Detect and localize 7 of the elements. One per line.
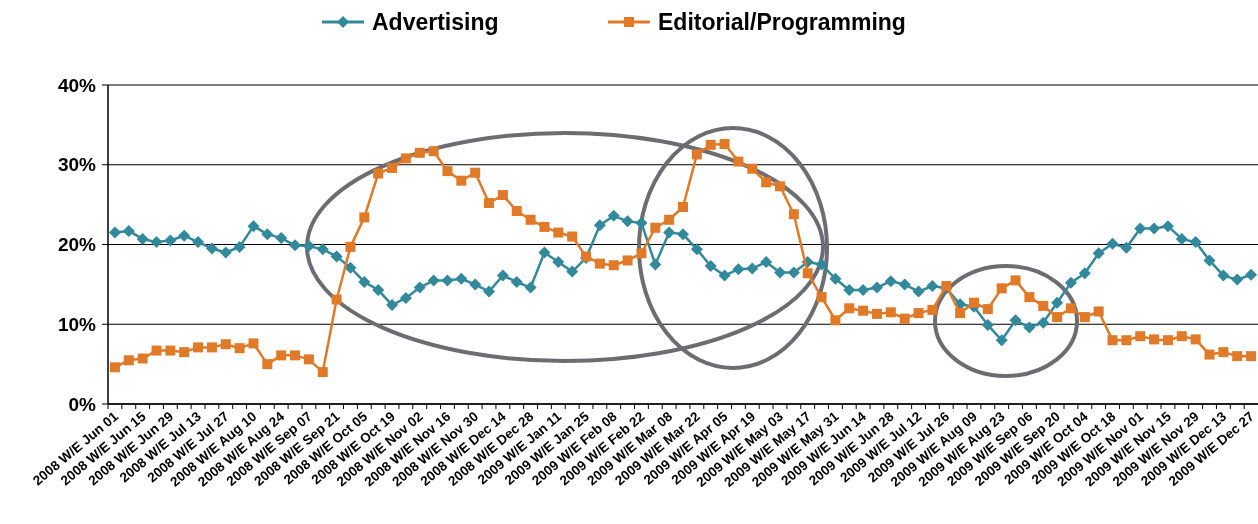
legend-label: Editorial/Programming bbox=[658, 9, 906, 35]
y-tick-label: 40% bbox=[57, 74, 97, 96]
legend-label: Advertising bbox=[372, 9, 499, 35]
y-tick-label: 30% bbox=[57, 154, 97, 176]
y-tick-label: 0% bbox=[68, 393, 97, 415]
y-tick-label: 20% bbox=[57, 234, 97, 256]
y-tick-label: 10% bbox=[57, 313, 97, 335]
